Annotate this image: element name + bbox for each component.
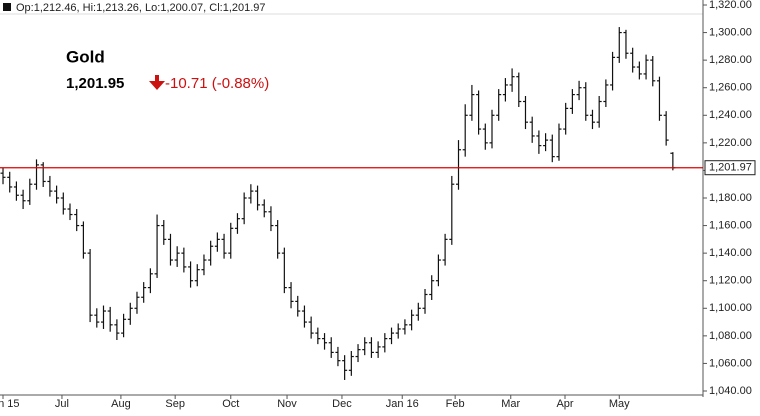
x-tick-label: Feb bbox=[446, 398, 465, 410]
x-tick-label: Mar bbox=[501, 398, 520, 410]
ohlc-info: Op:1,212.46, Hi:1,213.26, Lo:1,200.07, C… bbox=[16, 2, 266, 14]
x-tick-label: Jul bbox=[55, 398, 69, 410]
x-tick-label: Oct bbox=[222, 398, 239, 410]
header-icon bbox=[3, 3, 11, 11]
x-tick-label: Jan 16 bbox=[386, 398, 419, 410]
y-tick-label: 1,040.00 bbox=[709, 385, 752, 397]
y-tick-label: 1,180.00 bbox=[709, 192, 752, 204]
y-tick-label: 1,220.00 bbox=[709, 137, 752, 149]
x-tick-label: Nov bbox=[277, 398, 297, 410]
down-arrow bbox=[149, 75, 165, 90]
quote-box bbox=[54, 40, 300, 102]
y-tick-label: 1,300.00 bbox=[709, 26, 752, 38]
y-tick-label: 1,080.00 bbox=[709, 330, 752, 342]
quote-change: -10.71 (-0.88%) bbox=[165, 75, 269, 92]
y-tick-label: 1,160.00 bbox=[709, 219, 752, 231]
y-tick-label: 1,320.00 bbox=[709, 0, 752, 11]
reference-label: 1,201.97 bbox=[709, 162, 752, 174]
reference-label-box bbox=[704, 160, 756, 176]
x-tick-label: Apr bbox=[556, 398, 573, 410]
x-tick-label: May bbox=[609, 398, 630, 410]
x-tick-label: Sep bbox=[165, 398, 185, 410]
x-tick-label: Dec bbox=[332, 398, 352, 410]
y-tick-label: 1,280.00 bbox=[709, 54, 752, 66]
y-tick-label: 1,240.00 bbox=[709, 109, 752, 121]
y-tick-label: 1,140.00 bbox=[709, 247, 752, 259]
quote-price: 1,201.95 bbox=[66, 75, 124, 92]
y-tick-label: 1,100.00 bbox=[709, 302, 752, 314]
x-tick-label: Jun 15 bbox=[0, 398, 20, 410]
x-tick-label: Aug bbox=[111, 398, 131, 410]
quote-title: Gold bbox=[66, 47, 105, 66]
y-tick-label: 1,260.00 bbox=[709, 82, 752, 94]
y-tick-label: 1,120.00 bbox=[709, 275, 752, 287]
y-tick-label: 1,060.00 bbox=[709, 357, 752, 369]
